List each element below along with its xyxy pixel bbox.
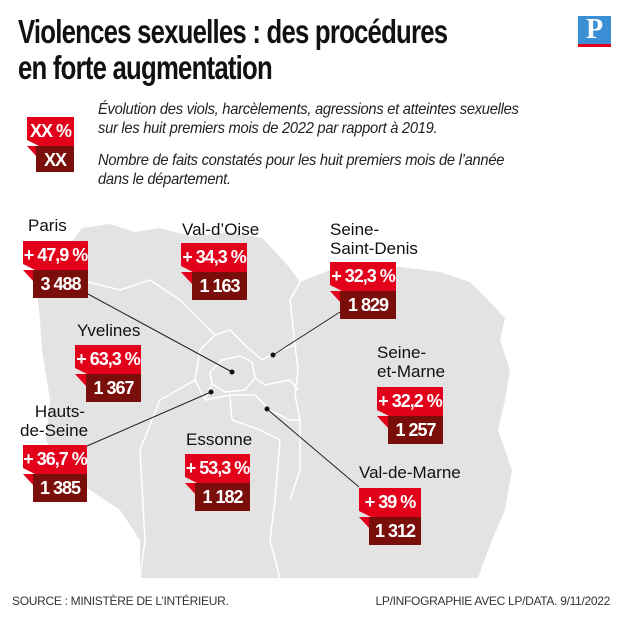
badge-notch <box>330 291 341 303</box>
name-line: de-Seine <box>20 421 89 440</box>
val-de-marne-dot <box>264 406 270 412</box>
title-line: en forte augmentation <box>18 49 273 86</box>
credit-note: LP/INFOGRAPHIE AVEC LP/DATA. 9/11/2022 <box>375 594 611 608</box>
dept-name-seine-saint-denis: Seine- Saint-Denis <box>330 220 418 258</box>
count-value: 1 182 <box>195 483 250 511</box>
count-value: 1 257 <box>388 416 443 444</box>
dept-name-essonne: Essonne <box>186 430 253 449</box>
badge-notch <box>377 416 388 428</box>
count-value: 1 385 <box>33 474 87 502</box>
count-value: 1 829 <box>340 291 396 319</box>
badge-notch <box>27 146 38 158</box>
count-value: 1 312 <box>369 517 421 545</box>
page-title: Violences sexuelles : des procédures en … <box>18 13 448 86</box>
change-value: + 39 % <box>359 488 421 517</box>
legend-pct-description: Évolution des viols, harcèlements, agres… <box>98 100 519 138</box>
source-note: SOURCE : MINISTÈRE DE L’INTÉRIEUR. <box>12 594 229 608</box>
badge-notch <box>181 272 192 284</box>
dept-name-seine-et-marne: Seine- et-Marne <box>377 343 445 381</box>
title-line: Violences sexuelles : des procédures <box>18 13 448 50</box>
badge-notch <box>23 474 34 486</box>
legend-count: XX <box>36 146 74 172</box>
change-value: + 63,3 % <box>75 345 141 374</box>
dept-name-yvelines: Yvelines <box>77 321 141 340</box>
count-value: 3 488 <box>33 270 88 298</box>
name-line: et-Marne <box>377 362 446 381</box>
name-line: Seine- <box>330 220 380 239</box>
dept-name-val-d-oise: Val-d’Oise <box>182 220 260 239</box>
badge-notch <box>359 517 370 529</box>
change-value: + 47,9 % <box>23 241 88 270</box>
legend-count-description: Nombre de faits constatés pour les huit … <box>98 151 504 189</box>
seine-saint-denis-dot <box>270 352 276 358</box>
paris-dot <box>229 369 235 375</box>
badge-notch <box>23 270 34 282</box>
badge-notch <box>75 374 86 386</box>
change-value: + 34,3 % <box>181 243 247 272</box>
legend-line: sur les huit premiers mois de 2022 par r… <box>98 120 438 137</box>
leader-lines <box>86 293 360 488</box>
dept-name-val-de-marne: Val-de-Marne <box>359 463 461 482</box>
hauts-de-seine-dot <box>208 389 214 395</box>
legend-line: dans le département. <box>98 171 231 188</box>
legend-pct: XX % <box>27 117 74 146</box>
name-line: Saint-Denis <box>330 239 418 258</box>
dept-name-paris: Paris <box>28 216 67 235</box>
badge-notch <box>185 483 196 495</box>
change-value: + 36,7 % <box>23 445 87 474</box>
change-value: + 32,2 % <box>377 387 443 416</box>
legend-line: Évolution des viols, harcèlements, agres… <box>98 101 519 118</box>
count-value: 1 367 <box>86 374 141 402</box>
dept-name-hauts-de-seine: Hauts- de-Seine <box>20 402 89 440</box>
change-value: + 53,3 % <box>185 454 250 483</box>
count-value: 1 163 <box>192 272 247 300</box>
le-parisien-logo: P <box>578 16 611 47</box>
location-dots <box>208 352 276 412</box>
change-value: + 32,3 % <box>330 262 396 291</box>
name-line: Hauts- <box>34 402 85 421</box>
name-line: Seine- <box>377 343 427 362</box>
legend-line: Nombre de faits constatés pour les huit … <box>98 152 505 169</box>
